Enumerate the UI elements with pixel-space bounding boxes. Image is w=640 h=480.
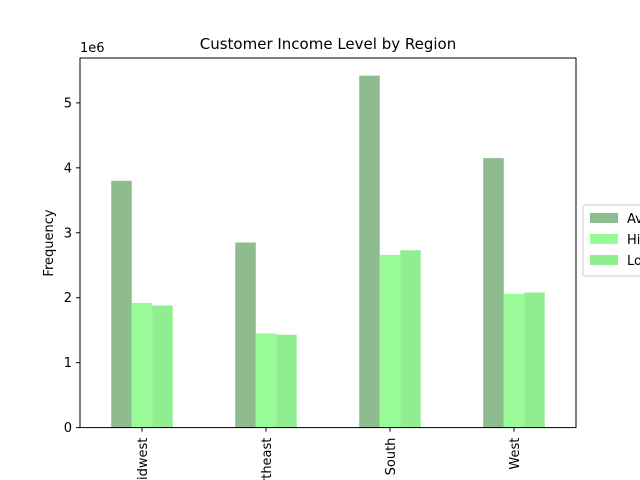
- y-axis: 0 1 2 3 4 5: [64, 96, 80, 436]
- y-axis-offset-label: 1e6: [80, 41, 105, 56]
- bar-high-west: [503, 293, 525, 428]
- y-tick-label: 0: [64, 421, 72, 436]
- bar-high-northeast: [255, 333, 277, 428]
- x-tick-label-west: West: [508, 438, 523, 470]
- legend-swatch-average: [590, 213, 618, 223]
- legend-swatch-high: [590, 234, 618, 244]
- y-tick-label: 1: [64, 356, 72, 371]
- chart-title: Customer Income Level by Region: [200, 35, 456, 53]
- plot-area-frame: [79, 57, 577, 429]
- bar-low-midwest: [152, 305, 173, 428]
- legend: Average High Low: [582, 204, 640, 277]
- bar-low-south: [400, 250, 421, 428]
- bar-average-west: [483, 158, 504, 428]
- bar-high-south: [379, 254, 401, 428]
- bar-average-northeast: [235, 242, 256, 428]
- bar-high-midwest: [131, 302, 153, 428]
- bar-low-west: [524, 292, 545, 428]
- x-tick-label-south: South: [384, 438, 399, 476]
- legend-label-high: High: [627, 233, 640, 248]
- bars-layer: [111, 75, 545, 428]
- y-tick-label: 2: [64, 291, 72, 306]
- x-tick-label-midwest: Midwest: [136, 438, 151, 480]
- y-tick-label: 3: [64, 226, 72, 241]
- legend-label-low: Low: [627, 254, 640, 269]
- bar-average-south: [359, 75, 380, 428]
- legend-swatch-low: [590, 255, 618, 265]
- y-axis-label: Frequency: [42, 209, 57, 276]
- x-tick-label-northeast: Northeast: [260, 438, 275, 480]
- legend-label-average: Average: [627, 212, 640, 227]
- y-tick-label: 5: [64, 96, 72, 111]
- bar-average-midwest: [111, 180, 132, 428]
- x-axis: Midwest Northeast South West: [136, 427, 523, 480]
- y-tick-label: 4: [64, 161, 72, 176]
- legend-items: Average High Low: [590, 212, 640, 269]
- bar-low-northeast: [276, 334, 297, 428]
